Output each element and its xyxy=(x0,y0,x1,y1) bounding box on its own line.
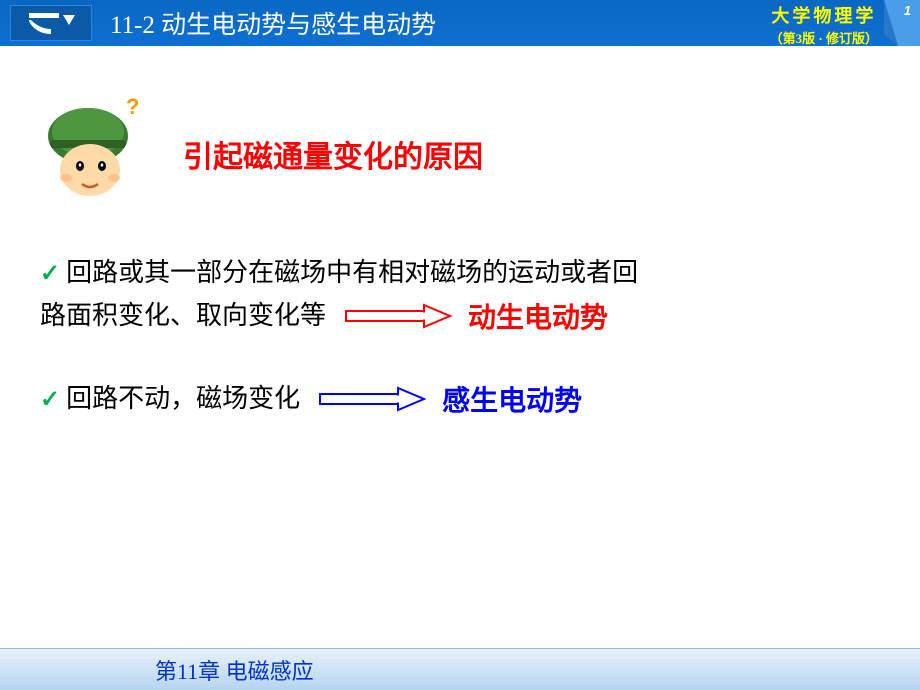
section-title: 11-2 动生电动势与感生电动势 xyxy=(110,5,436,41)
chapter-label: 第11章 电磁感应 xyxy=(155,654,314,686)
bullet1-line1: ✓回路或其一部分在磁场中有相对磁场的运动或者回 xyxy=(40,252,880,295)
induced-emf-label: 感生电动势 xyxy=(442,379,582,419)
bullet-item-2: ✓回路不动，磁场变化 感生电动势 xyxy=(40,378,880,421)
thinking-soldier-icon: ? xyxy=(40,94,155,204)
slide-footer: 第11章 电磁感应 xyxy=(0,648,920,690)
slide-header: 11-2 动生电动势与感生电动势 大学物理学 （第3版 · 修订版） 1 xyxy=(0,0,920,46)
bullet-list: ✓回路或其一部分在磁场中有相对磁场的运动或者回 路面积变化、取向变化等 动生电动… xyxy=(40,252,880,421)
bullet2-line: ✓回路不动，磁场变化 xyxy=(40,378,300,421)
book-title: 大学物理学 xyxy=(770,2,878,28)
page-corner: 1 xyxy=(884,0,920,46)
bullet1-text-line2: 路面积变化、取向变化等 xyxy=(40,295,326,338)
slide-content: ? 引起磁通量变化的原因 ✓回路或其一部分在磁场中有相对磁场的运动或者回 xyxy=(0,46,920,421)
check-icon: ✓ xyxy=(40,255,60,295)
bullet1-text-line1: 回路或其一部分在磁场中有相对磁场的运动或者回 xyxy=(66,258,638,287)
book-title-block: 大学物理学 （第3版 · 修订版） xyxy=(770,2,878,47)
motional-emf-label: 动生电动势 xyxy=(468,296,608,336)
page-number: 1 xyxy=(904,3,911,18)
logo-icon xyxy=(10,5,92,41)
svg-text:?: ? xyxy=(126,94,139,119)
bullet-item-1: ✓回路或其一部分在磁场中有相对磁场的运动或者回 路面积变化、取向变化等 动生电动… xyxy=(40,252,880,338)
arrow-blue-icon xyxy=(318,386,428,412)
content-heading: 引起磁通量变化的原因 xyxy=(183,132,483,176)
question-heading-row: ? 引起磁通量变化的原因 xyxy=(40,94,880,204)
book-edition: （第3版 · 修订版） xyxy=(770,28,878,47)
bullet2-text: 回路不动，磁场变化 xyxy=(66,384,300,413)
check-icon: ✓ xyxy=(40,381,60,421)
arrow-red-icon xyxy=(344,303,454,329)
